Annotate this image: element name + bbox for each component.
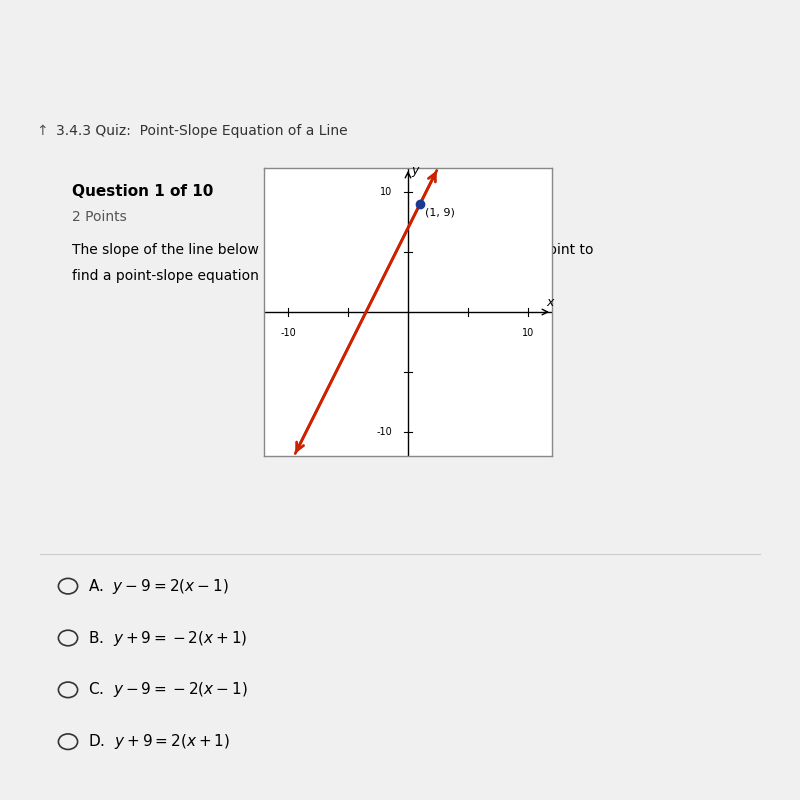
Text: 10: 10	[522, 328, 534, 338]
Text: A.  $y - 9 = 2(x - 1)$: A. $y - 9 = 2(x - 1)$	[88, 577, 229, 596]
Text: find a point-slope equation of the line.: find a point-slope equation of the line.	[72, 269, 338, 282]
Text: 2 Points: 2 Points	[72, 210, 126, 224]
Text: Question 1 of 10: Question 1 of 10	[72, 184, 214, 199]
Text: (1, 9): (1, 9)	[425, 208, 454, 218]
Text: 10: 10	[380, 187, 392, 197]
Text: -10: -10	[280, 328, 296, 338]
Text: The slope of the line below is 2. Use the coordinates of the labeled point to: The slope of the line below is 2. Use th…	[72, 242, 594, 257]
Text: y: y	[411, 164, 419, 177]
Text: B.  $y + 9 = -2(x + 1)$: B. $y + 9 = -2(x + 1)$	[88, 629, 247, 647]
Text: D.  $y + 9 = 2(x + 1)$: D. $y + 9 = 2(x + 1)$	[88, 732, 230, 751]
Text: x: x	[546, 296, 554, 309]
Text: C.  $y - 9 = -2(x - 1)$: C. $y - 9 = -2(x - 1)$	[88, 680, 248, 699]
Text: -10: -10	[377, 427, 392, 437]
Text: 3.4.3 Quiz:  Point-Slope Equation of a Line: 3.4.3 Quiz: Point-Slope Equation of a Li…	[56, 124, 348, 138]
Text: ↑: ↑	[36, 124, 48, 138]
